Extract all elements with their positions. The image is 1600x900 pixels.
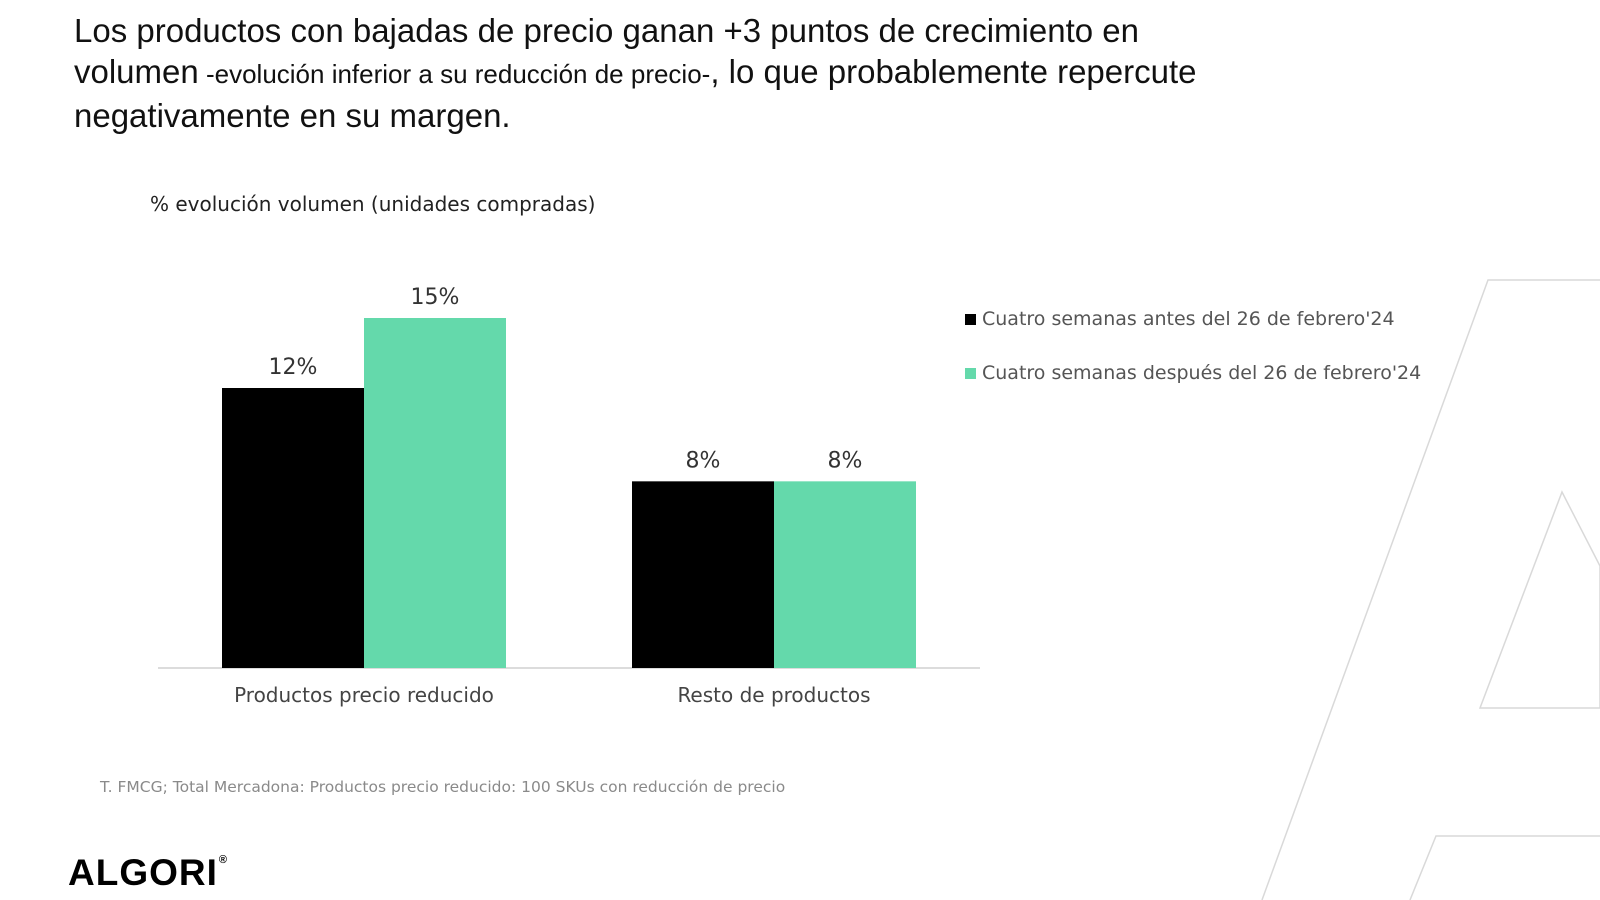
deco-bottom-line xyxy=(1409,835,1600,900)
data-label: 12% xyxy=(269,355,318,380)
data-label: 8% xyxy=(686,448,721,473)
deco-triangle xyxy=(1478,490,1600,709)
legend-label-after: Cuatro semanas después del 26 de febrero… xyxy=(982,362,1422,384)
category-label: Resto de productos xyxy=(677,683,870,707)
legend-swatch-after xyxy=(965,367,976,379)
bar-before-1 xyxy=(632,481,774,668)
headline-aside: -evolución inferior a su reducción de pr… xyxy=(198,59,711,89)
logo-text: ALGORI xyxy=(68,852,218,893)
headline: Los productos con bajadas de precio gana… xyxy=(74,10,1204,136)
chart-title: % evolución volumen (unidades compradas) xyxy=(150,192,596,216)
legend-swatch-before xyxy=(965,313,976,325)
bar-after-0 xyxy=(364,318,506,668)
headline-end: , lo que probablemente repercute negativ… xyxy=(74,53,1197,134)
bar-after-1 xyxy=(774,481,916,668)
deco-diagonal-line xyxy=(1261,279,1600,900)
headline-main: Los productos con bajadas de precio gana… xyxy=(74,12,1139,90)
legend-label-before: Cuatro semanas antes del 26 de febrero'2… xyxy=(982,308,1395,330)
data-label: 15% xyxy=(411,285,460,310)
category-label: Productos precio reducido xyxy=(234,683,494,707)
bar-before-0 xyxy=(222,388,364,668)
registered-mark: ® xyxy=(218,854,228,866)
data-label: 8% xyxy=(828,448,863,473)
chart-legend: Cuatro semanas antes del 26 de febrero'2… xyxy=(965,306,1421,414)
legend-item-after: Cuatro semanas después del 26 de febrero… xyxy=(965,360,1421,386)
algori-logo: ALGORI® xyxy=(68,852,228,894)
legend-item-before: Cuatro semanas antes del 26 de febrero'2… xyxy=(965,306,1421,332)
source-note: T. FMCG; Total Mercadona: Productos prec… xyxy=(100,778,786,796)
